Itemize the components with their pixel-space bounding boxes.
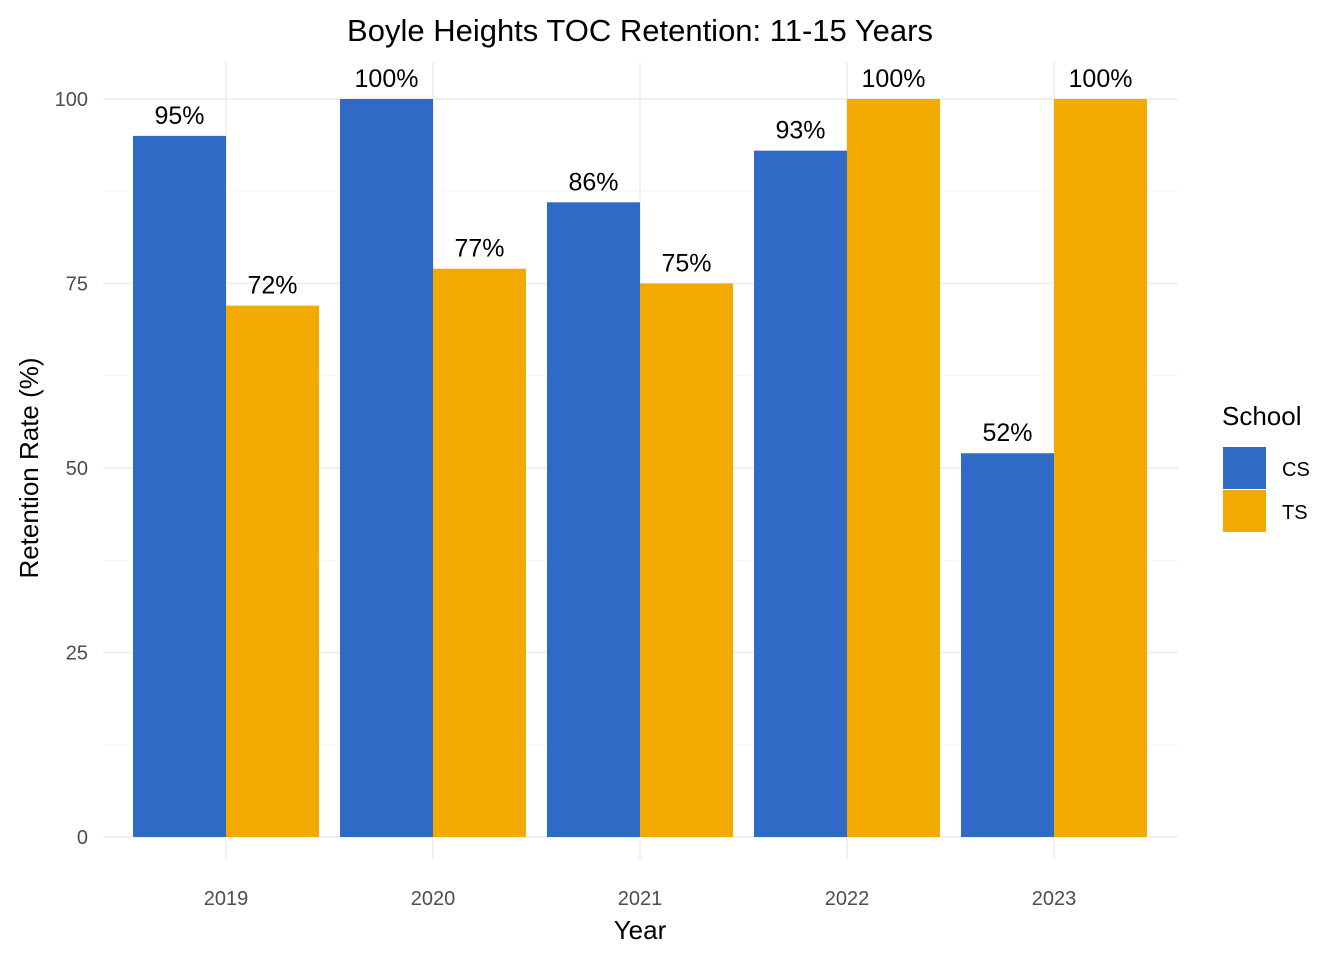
data-label-cs-2019: 95% (154, 102, 204, 130)
legend-label-cs: CS (1282, 459, 1310, 481)
y-tick-label: 50 (66, 458, 88, 480)
bar-ts-2023 (1054, 99, 1147, 837)
y-tick-label: 75 (66, 274, 88, 296)
bar-ts-2021 (640, 283, 733, 837)
y-tick-label: 0 (77, 827, 88, 849)
data-labels: 95% 72% 100% 77% 86% 75% 93% 100% 52% 100% (154, 65, 1132, 447)
x-axis-title: Year (614, 915, 667, 945)
bar-cs-2020 (340, 99, 433, 837)
y-axis-title: Retention Rate (%) (14, 357, 44, 578)
legend-swatch-ts (1223, 490, 1266, 532)
y-tick-label: 100 (55, 89, 88, 111)
legend-title: School (1222, 401, 1302, 431)
data-label-ts-2022: 100% (862, 65, 926, 93)
data-label-ts-2020: 77% (454, 235, 504, 263)
bar-cs-2021 (547, 202, 640, 837)
bar-ts-2019 (226, 305, 319, 837)
x-tick-label: 2021 (618, 888, 663, 910)
data-label-ts-2021: 75% (661, 250, 711, 278)
x-tick-label: 2020 (411, 888, 456, 910)
data-label-ts-2019: 72% (247, 272, 297, 300)
x-tick-label: 2022 (825, 888, 870, 910)
y-tick-label: 25 (66, 643, 88, 665)
bar-cs-2023 (961, 453, 1054, 837)
y-axis-ticks: 0 25 50 75 100 (55, 89, 88, 849)
x-tick-label: 2019 (204, 888, 249, 910)
data-label-cs-2022: 93% (775, 117, 825, 145)
bar-cs-2022 (754, 150, 847, 837)
data-label-cs-2023: 52% (982, 419, 1032, 447)
bar-ts-2020 (433, 268, 526, 837)
bar-ts-2022 (847, 99, 940, 837)
x-tick-label: 2023 (1032, 888, 1077, 910)
legend-swatch-cs (1223, 447, 1266, 489)
bar-cs-2019 (133, 135, 226, 837)
data-label-ts-2023: 100% (1069, 65, 1133, 93)
chart-title: Boyle Heights TOC Retention: 11-15 Years (347, 13, 933, 48)
legend: School CS TS (1222, 401, 1310, 532)
legend-label-ts: TS (1282, 502, 1308, 524)
data-label-cs-2020: 100% (355, 65, 419, 93)
data-label-cs-2021: 86% (568, 168, 618, 196)
bars (133, 99, 1147, 837)
x-axis-ticks: 2019 2020 2021 2022 2023 (204, 888, 1077, 910)
